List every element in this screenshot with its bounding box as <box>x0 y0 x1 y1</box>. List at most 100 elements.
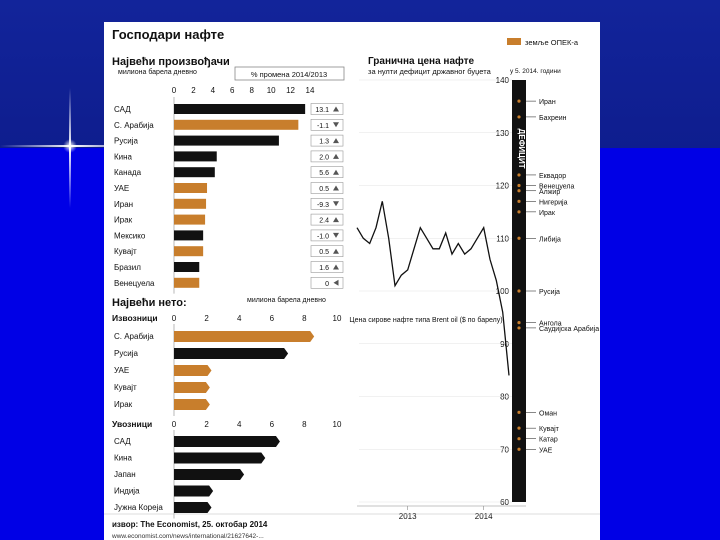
breakeven-marker <box>517 410 521 414</box>
source-label: извор: The Economist, 25. октобар 2014 <box>112 520 268 529</box>
exporter-tick-label: 0 <box>172 314 177 323</box>
producer-category-label: Иран <box>114 200 133 209</box>
breakeven-y-tick-label: 120 <box>496 182 510 191</box>
breakeven-chart: Гранична цена нафте за нулти дефицит држ… <box>349 55 599 521</box>
breakeven-country-label: Либија <box>539 235 561 243</box>
producers-chart: Највећи произвођачи милиона барела дневн… <box>112 56 345 294</box>
brent-price-line <box>356 201 510 376</box>
breakeven-country-label: Бахреин <box>539 115 567 122</box>
producer-tick-label: 12 <box>286 86 295 95</box>
breakeven-marker <box>517 99 521 103</box>
deficit-axis-label: ДЕФИЦИТ <box>517 129 526 169</box>
breakeven-country-label: Русија <box>539 289 560 296</box>
net-title: Највећи нето: <box>112 297 187 309</box>
producer-change-arrow <box>333 201 339 207</box>
importer-tick-label: 10 <box>333 420 342 429</box>
producer-bar <box>174 214 206 225</box>
producer-change-value: 0 <box>325 281 329 288</box>
importer-category-label: Индија <box>114 487 140 496</box>
producer-bar <box>174 183 208 193</box>
importer-category-label: Јужна Кореја <box>114 503 163 512</box>
breakeven-country-label: Иран <box>539 99 556 106</box>
importer-tick-label: 4 <box>237 420 242 429</box>
breakeven-country-label: Ангола <box>539 321 562 328</box>
breakeven-marker <box>517 321 521 325</box>
producer-bar <box>174 167 215 178</box>
producer-category-label: Кувајт <box>114 247 137 256</box>
producer-change-arrow <box>333 264 339 270</box>
source-url: www.economist.com/news/international/216… <box>111 533 264 540</box>
breakeven-country-label: Катар <box>539 437 558 444</box>
producer-tick-label: 0 <box>172 86 177 95</box>
producer-change-box <box>310 229 344 242</box>
legend-opec-label: земље ОПЕК-а <box>525 38 579 47</box>
producer-change-box <box>310 245 344 257</box>
producer-bar <box>174 104 306 114</box>
breakeven-marker <box>517 437 521 441</box>
exporter-category-label: Ирак <box>114 400 133 409</box>
producer-change-box <box>310 198 344 210</box>
lens-flare-horizontal <box>0 145 160 147</box>
producer-category-label: Ирак <box>114 216 133 225</box>
producer-change-arrow <box>333 169 339 175</box>
exporter-category-label: С. Арабија <box>114 332 154 341</box>
breakeven-x-tick-label: 2013 <box>399 512 417 521</box>
producer-change-value: -1.0 <box>317 233 329 240</box>
producer-change-box <box>310 150 344 163</box>
producer-tick-label: 6 <box>230 86 235 95</box>
breakeven-country-label: Еквадор <box>539 173 566 180</box>
breakeven-title: Гранична цена нафте <box>368 55 475 67</box>
importer-bar <box>174 485 214 497</box>
producer-change-arrow <box>333 106 339 112</box>
breakeven-y-tick-label: 80 <box>500 393 509 402</box>
producer-change-value: -1.1 <box>317 123 329 130</box>
breakeven-country-label: Оман <box>539 410 557 417</box>
producer-change-box <box>310 103 344 115</box>
breakeven-country-label: УАЕ <box>539 447 553 454</box>
exporters-label: Извозници <box>112 313 158 323</box>
importer-tick-label: 0 <box>172 420 177 429</box>
breakeven-marker <box>517 115 521 119</box>
infographic-title: Господари нафте <box>112 27 224 42</box>
producer-change-arrow <box>333 248 339 254</box>
producer-category-label: Мексико <box>114 231 146 240</box>
producer-change-value: 0.5 <box>319 249 329 256</box>
producer-bar <box>174 277 200 288</box>
producer-bar <box>174 135 279 146</box>
breakeven-marker <box>517 426 521 430</box>
producer-change-box <box>310 119 344 131</box>
producer-bar <box>174 230 204 241</box>
producer-change-value: 5.6 <box>319 170 329 177</box>
importer-bar <box>174 436 280 447</box>
importer-bar <box>174 452 266 464</box>
series-label: Цена сирове нафте типа Brent oil ($ по б… <box>349 316 502 324</box>
producer-change-arrow <box>333 217 339 223</box>
breakeven-country-label: Кувајт <box>539 426 560 433</box>
slide-band-left <box>0 148 104 540</box>
breakeven-subtitle: за нулти дефицит државног буџета <box>368 67 492 76</box>
breakeven-marker <box>517 199 521 203</box>
exporter-bar <box>174 365 212 376</box>
breakeven-country-label: Саудијска Арабија <box>539 325 599 333</box>
producer-category-label: САД <box>114 105 131 114</box>
importer-tick-label: 6 <box>270 420 275 429</box>
producer-change-arrow <box>333 153 339 159</box>
breakeven-x-tick-label: 2014 <box>475 512 493 521</box>
producer-bar <box>174 246 204 257</box>
producer-change-arrow <box>333 138 339 144</box>
producer-category-label: Венецуела <box>114 279 155 288</box>
exporter-tick-label: 4 <box>237 314 242 323</box>
breakeven-marker <box>517 173 521 177</box>
breakeven-date-note: у 5. 2014. години <box>510 68 561 75</box>
net-unit-label: милиона барела дневно <box>247 296 326 304</box>
exporter-bar <box>174 399 210 410</box>
importer-bar <box>174 469 245 480</box>
producer-bar <box>174 119 299 130</box>
exporter-bar <box>174 382 210 393</box>
breakeven-marker <box>517 326 521 330</box>
breakeven-y-tick-label: 90 <box>500 340 509 349</box>
producer-change-value: 2.4 <box>319 218 329 225</box>
producer-change-value: 1.6 <box>319 265 329 272</box>
lens-flare-center <box>63 139 77 153</box>
change-header-box <box>234 66 345 81</box>
